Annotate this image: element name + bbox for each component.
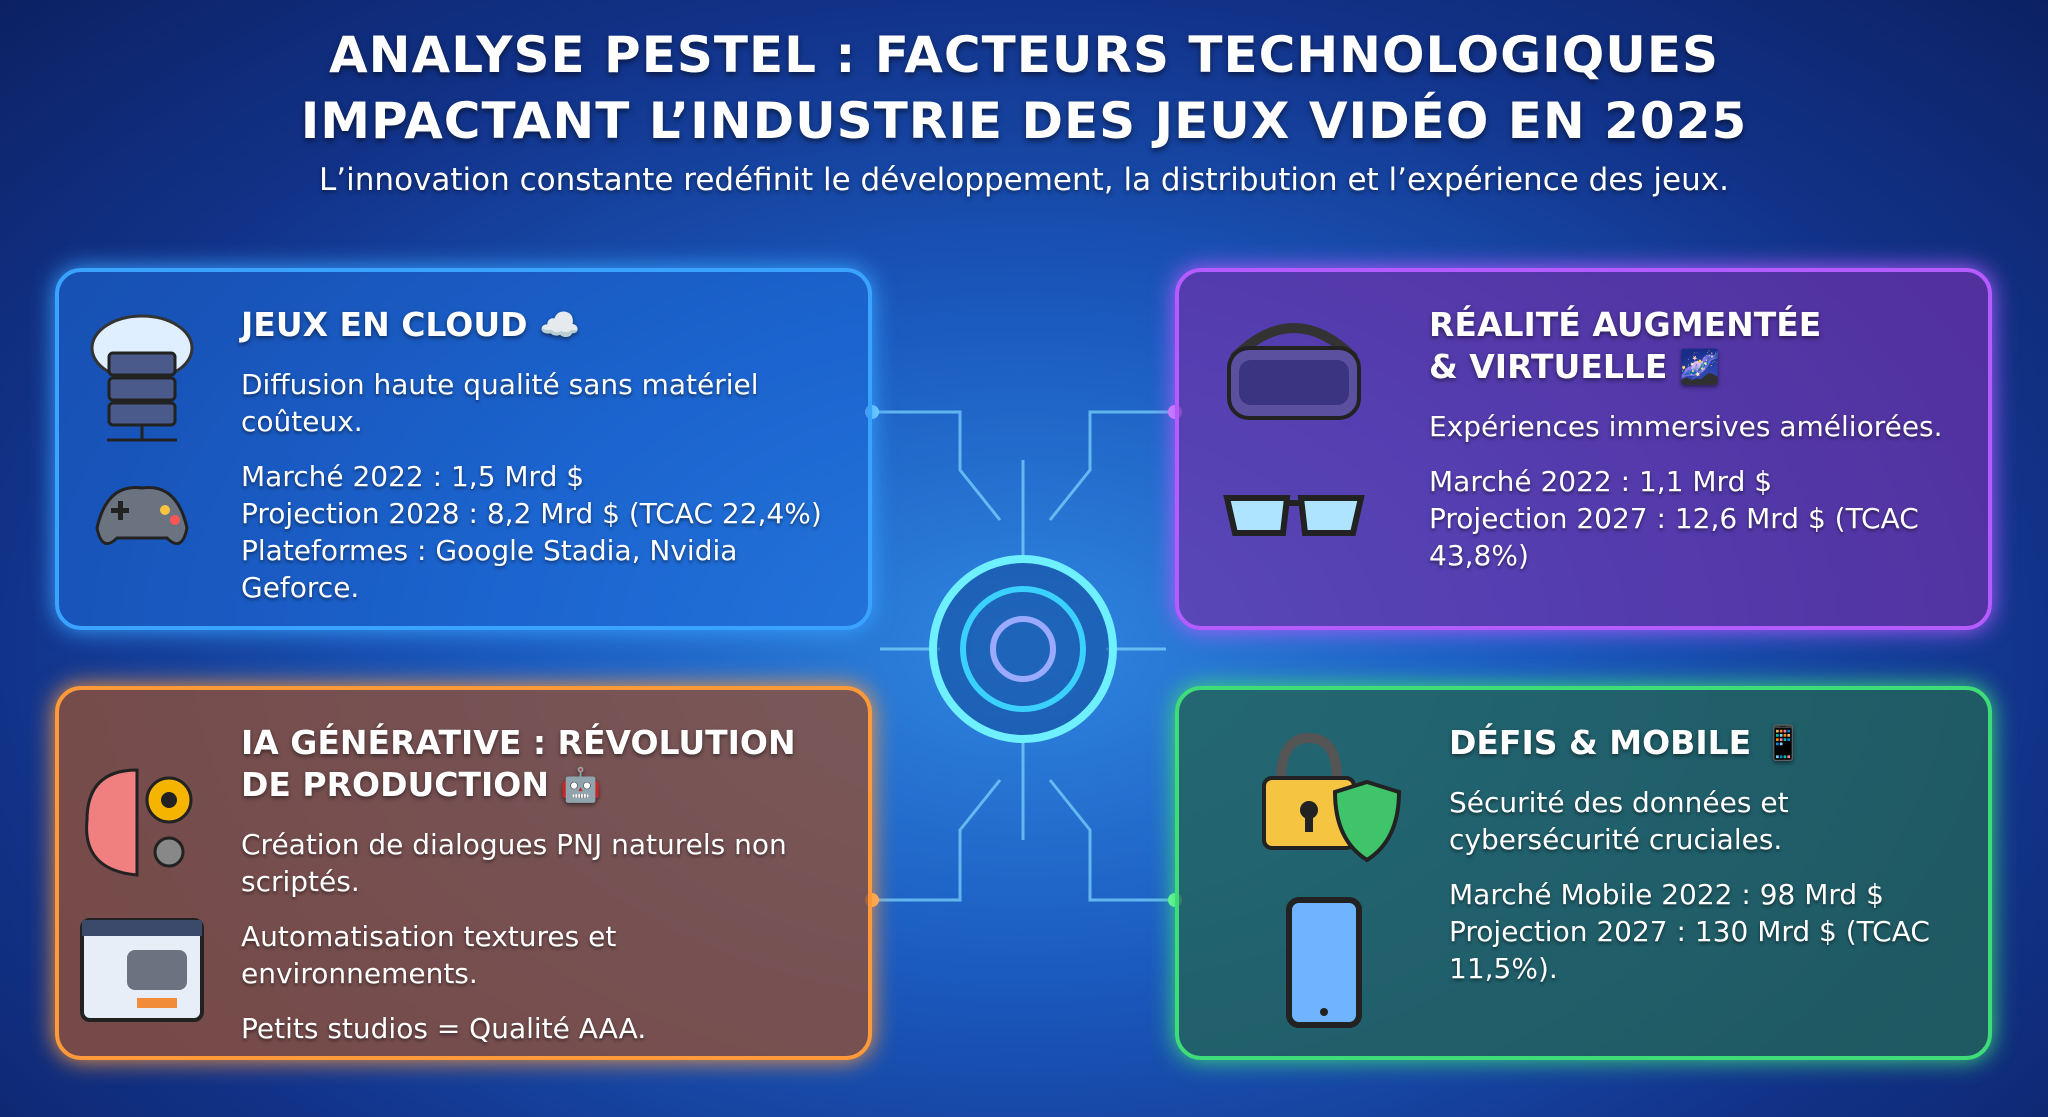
- panel-paragraph: Marché 2022 : 1,1 Mrd $ Projection 2027 :…: [1429, 463, 1958, 574]
- subtitle: L’innovation constante redéfinit le déve…: [319, 162, 1729, 198]
- panel-mobile: DÉFIS & MOBILE 📱 Sécurité des données et …: [1175, 686, 1992, 1060]
- panel-paragraph: Sécurité des données et cybersécurité cr…: [1449, 784, 1958, 858]
- panel-line: Projection 2028 : 8,2 Mrd $ (TCAC 22,4%): [241, 497, 822, 530]
- panel-line: Marché 2022 : 1,5 Mrd $: [241, 460, 585, 493]
- panel-body: DÉFIS & MOBILE 📱 Sécurité des données et …: [1449, 722, 1958, 987]
- panel-line: Projection 2027 : 12,6 Mrd $ (TCAC 43,8%…: [1429, 502, 1919, 572]
- header: ANALYSE PESTEL : FACTEURS TECHNOLOGIQUES…: [0, 22, 2048, 198]
- panel-paragraph: Diffusion haute qualité sans matériel co…: [241, 366, 838, 440]
- panel-paragraph: Marché 2022 : 1,5 Mrd $ Projection 2028 :…: [241, 458, 838, 606]
- panel-line: Création de dialogues PNJ naturels non s…: [241, 828, 787, 898]
- panel-line: Petits studios = Qualité AAA.: [241, 1012, 647, 1045]
- panel-paragraph: Marché Mobile 2022 : 98 Mrd $ Projection …: [1449, 876, 1958, 987]
- vr-icons: [1223, 323, 1365, 536]
- panel-title: DÉFIS & MOBILE 📱: [1449, 722, 1958, 764]
- panel-line: Automatisation textures et environnement…: [241, 920, 617, 990]
- security-icons: [1262, 732, 1402, 1028]
- panel-paragraph: Création de dialogues PNJ naturels non s…: [241, 826, 838, 900]
- panel-title-line: JEUX EN CLOUD ☁️: [241, 305, 581, 344]
- panel-title-line: RÉALITÉ AUGMENTÉE: [1429, 305, 1822, 344]
- panel-title: RÉALITÉ AUGMENTÉE & VIRTUELLE 🌌: [1429, 304, 1958, 388]
- panel-line: Sécurité des données et cybersécurité cr…: [1449, 786, 1789, 856]
- panel-paragraph: Automatisation textures et environnement…: [241, 918, 838, 992]
- panel-title-line: DÉFIS & MOBILE 📱: [1449, 723, 1804, 762]
- panel-title-line: DE PRODUCTION 🤖: [241, 765, 602, 804]
- panel-paragraph: Petits studios = Qualité AAA.: [241, 1010, 838, 1047]
- panel-body: JEUX EN CLOUD ☁️ Diffusion haute qualité …: [241, 304, 838, 606]
- panel-paragraph: Expériences immersives améliorées.: [1429, 408, 1958, 445]
- title-line: IMPACTANT L’INDUSTRIE DES JEUX VIDÉO EN …: [300, 92, 1748, 150]
- panel-body: IA GÉNÉRATIVE : RÉVOLUTION DE PRODUCTION …: [241, 722, 838, 1047]
- panel-body: RÉALITÉ AUGMENTÉE & VIRTUELLE 🌌 Expérience…: [1429, 304, 1958, 574]
- panel-title: IA GÉNÉRATIVE : RÉVOLUTION DE PRODUCTION …: [241, 722, 838, 806]
- panel-line: Diffusion haute qualité sans matériel co…: [241, 368, 759, 438]
- panel-ai: IA GÉNÉRATIVE : RÉVOLUTION DE PRODUCTION …: [55, 686, 872, 1060]
- title-line: ANALYSE PESTEL : FACTEURS TECHNOLOGIQUES: [328, 26, 1720, 84]
- panel-line: Marché Mobile 2022 : 98 Mrd $: [1449, 878, 1884, 911]
- panel-title-line: IA GÉNÉRATIVE : RÉVOLUTION: [241, 723, 796, 762]
- panel-title: JEUX EN CLOUD ☁️: [241, 304, 838, 346]
- panel-cloud: JEUX EN CLOUD ☁️ Diffusion haute qualité …: [55, 268, 872, 630]
- panel-title-line: & VIRTUELLE 🌌: [1429, 347, 1721, 386]
- cloud-icons: [90, 314, 194, 546]
- panel-line: Marché 2022 : 1,1 Mrd $: [1429, 465, 1773, 498]
- panel-ar-vr: RÉALITÉ AUGMENTÉE & VIRTUELLE 🌌 Expérience…: [1175, 268, 1992, 630]
- panel-line: Expériences immersives améliorées.: [1429, 410, 1943, 443]
- panel-line: Plateformes : Google Stadia, Nvidia Gefo…: [241, 534, 738, 604]
- ai-icons: [80, 768, 204, 1022]
- panel-line: Projection 2027 : 130 Mrd $ (TCAC 11,5%)…: [1449, 915, 1930, 985]
